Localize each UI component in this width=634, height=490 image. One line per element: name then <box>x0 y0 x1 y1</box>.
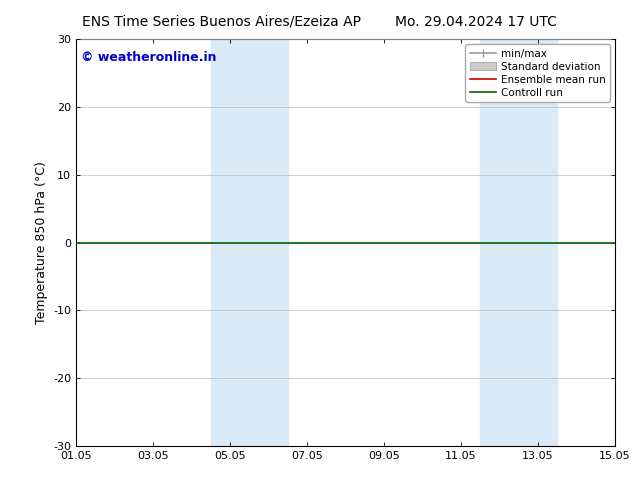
Y-axis label: Temperature 850 hPa (°C): Temperature 850 hPa (°C) <box>34 161 48 324</box>
Bar <box>480 39 557 446</box>
Text: Mo. 29.04.2024 17 UTC: Mo. 29.04.2024 17 UTC <box>394 15 557 29</box>
Text: ENS Time Series Buenos Aires/Ezeiza AP: ENS Time Series Buenos Aires/Ezeiza AP <box>82 15 361 29</box>
Legend: min/max, Standard deviation, Ensemble mean run, Controll run: min/max, Standard deviation, Ensemble me… <box>465 45 610 102</box>
Text: © weatheronline.in: © weatheronline.in <box>81 51 217 64</box>
Bar <box>210 39 288 446</box>
